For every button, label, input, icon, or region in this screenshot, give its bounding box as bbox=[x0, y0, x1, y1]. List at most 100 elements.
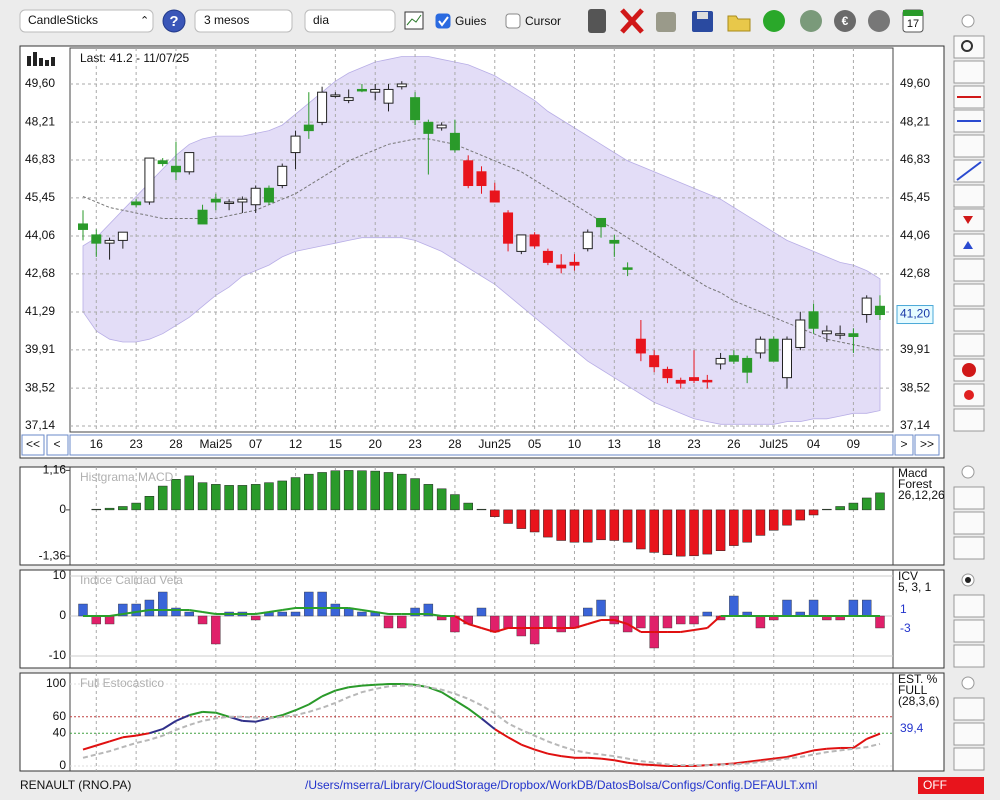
panel-button[interactable] bbox=[953, 511, 985, 535]
bars-button[interactable] bbox=[953, 60, 985, 84]
icv-line-segment bbox=[135, 609, 150, 613]
delete-icon[interactable] bbox=[620, 8, 644, 34]
candle-body bbox=[224, 201, 235, 204]
icv-line-segment bbox=[481, 627, 496, 633]
stochastic-segment bbox=[654, 764, 668, 767]
stop-icon bbox=[962, 363, 976, 377]
x-tick-label: Jul25 bbox=[759, 437, 788, 451]
stochastic-segment bbox=[162, 720, 177, 730]
config-path[interactable]: /Users/mserra/Library/CloudStorage/Dropb… bbox=[305, 778, 817, 792]
stochastic-segment bbox=[82, 744, 97, 751]
panel-button[interactable] bbox=[953, 697, 985, 721]
panel-legend: FULL bbox=[898, 683, 928, 697]
icv-bar bbox=[397, 615, 407, 629]
candle-body bbox=[755, 338, 766, 354]
stochastic-segment bbox=[109, 736, 124, 743]
histogram-bar bbox=[104, 507, 115, 511]
help-button[interactable] bbox=[162, 9, 186, 33]
chart-type-select[interactable] bbox=[19, 9, 154, 33]
chart-type-text: CandleSticks bbox=[28, 13, 98, 27]
prev-button[interactable] bbox=[46, 434, 69, 456]
icon-bar bbox=[33, 52, 37, 66]
panel-button[interactable] bbox=[953, 747, 985, 771]
add-button[interactable] bbox=[953, 258, 985, 282]
mode-button[interactable] bbox=[918, 777, 984, 794]
panel-button[interactable] bbox=[953, 486, 985, 510]
stochastic-segment bbox=[175, 714, 190, 722]
stochastic-segment bbox=[428, 686, 442, 694]
interval-select[interactable] bbox=[304, 9, 396, 33]
next-button[interactable] bbox=[894, 434, 914, 456]
candle-body bbox=[542, 250, 553, 263]
next-label: > bbox=[900, 437, 907, 451]
icv-line-segment bbox=[574, 623, 589, 629]
fib-button[interactable] bbox=[953, 184, 985, 208]
panel-legend: ICV bbox=[898, 569, 918, 583]
scale-button[interactable] bbox=[953, 308, 985, 332]
current-value: -3 bbox=[900, 621, 911, 635]
radio[interactable] bbox=[961, 14, 975, 28]
last-button[interactable] bbox=[914, 434, 940, 456]
current-value: 39,4 bbox=[900, 721, 924, 735]
radio[interactable] bbox=[961, 676, 975, 690]
icon-bar bbox=[51, 57, 55, 66]
period-select[interactable] bbox=[194, 9, 293, 33]
icv-line-segment bbox=[614, 619, 628, 625]
trash-icon[interactable] bbox=[588, 9, 606, 33]
icv-line-segment bbox=[202, 611, 216, 615]
stochastic-segment bbox=[321, 689, 336, 698]
channel-button[interactable] bbox=[953, 134, 985, 158]
currency-icon[interactable] bbox=[834, 10, 856, 32]
candle-body bbox=[157, 160, 168, 165]
icv-bar bbox=[583, 607, 593, 617]
candle-body bbox=[715, 357, 726, 365]
stochastic-segment bbox=[494, 728, 509, 739]
panel-button[interactable] bbox=[953, 536, 985, 560]
icv-bar bbox=[875, 615, 885, 629]
stochastic-segment bbox=[480, 717, 496, 730]
histogram-bar bbox=[715, 509, 726, 551]
panel-button[interactable] bbox=[953, 644, 985, 668]
cursor-checkbox[interactable] bbox=[505, 13, 521, 29]
histogram-bar bbox=[144, 496, 155, 511]
icv-bar bbox=[636, 615, 646, 629]
moving-average bbox=[82, 138, 881, 351]
icv-bar bbox=[184, 611, 194, 617]
histogram-bar bbox=[622, 509, 633, 543]
first-button[interactable] bbox=[21, 434, 45, 456]
icv-line-segment bbox=[494, 627, 509, 633]
stochastic-segment bbox=[149, 728, 163, 735]
histogram-bar bbox=[343, 470, 354, 511]
stochastic-segment bbox=[786, 752, 801, 758]
icv-line-segment bbox=[428, 613, 442, 617]
candle-body bbox=[702, 379, 713, 383]
update-icon[interactable] bbox=[800, 10, 822, 32]
histogram-bar bbox=[277, 480, 287, 511]
icv-bar bbox=[330, 603, 341, 617]
y-tick-label: 0 bbox=[59, 502, 66, 516]
stochastic-segment bbox=[295, 703, 310, 712]
radio[interactable] bbox=[961, 465, 975, 479]
lines-button[interactable] bbox=[953, 283, 985, 307]
sync-button[interactable] bbox=[953, 408, 985, 432]
stochastic-segment bbox=[507, 736, 522, 746]
open-icon[interactable] bbox=[727, 15, 751, 32]
histogram-bar bbox=[875, 492, 885, 511]
settings-icon[interactable] bbox=[868, 10, 890, 32]
stochastic-segment bbox=[454, 699, 469, 710]
guides-checkbox[interactable] bbox=[435, 13, 451, 29]
refresh-icon[interactable] bbox=[763, 10, 785, 32]
x-tick-label: 23 bbox=[408, 437, 422, 451]
x-tick-label: Mai25 bbox=[199, 437, 232, 451]
stochastic-segment bbox=[215, 711, 230, 718]
print-icon[interactable] bbox=[656, 12, 676, 32]
x-tick-label: 23 bbox=[687, 437, 701, 451]
candle-body bbox=[808, 311, 819, 329]
icv-bar bbox=[476, 607, 487, 617]
panel-button[interactable] bbox=[953, 594, 985, 618]
panel-button[interactable] bbox=[953, 619, 985, 643]
percent-button[interactable] bbox=[953, 333, 985, 357]
panel-button[interactable] bbox=[953, 722, 985, 746]
zoom-button[interactable] bbox=[953, 35, 985, 59]
